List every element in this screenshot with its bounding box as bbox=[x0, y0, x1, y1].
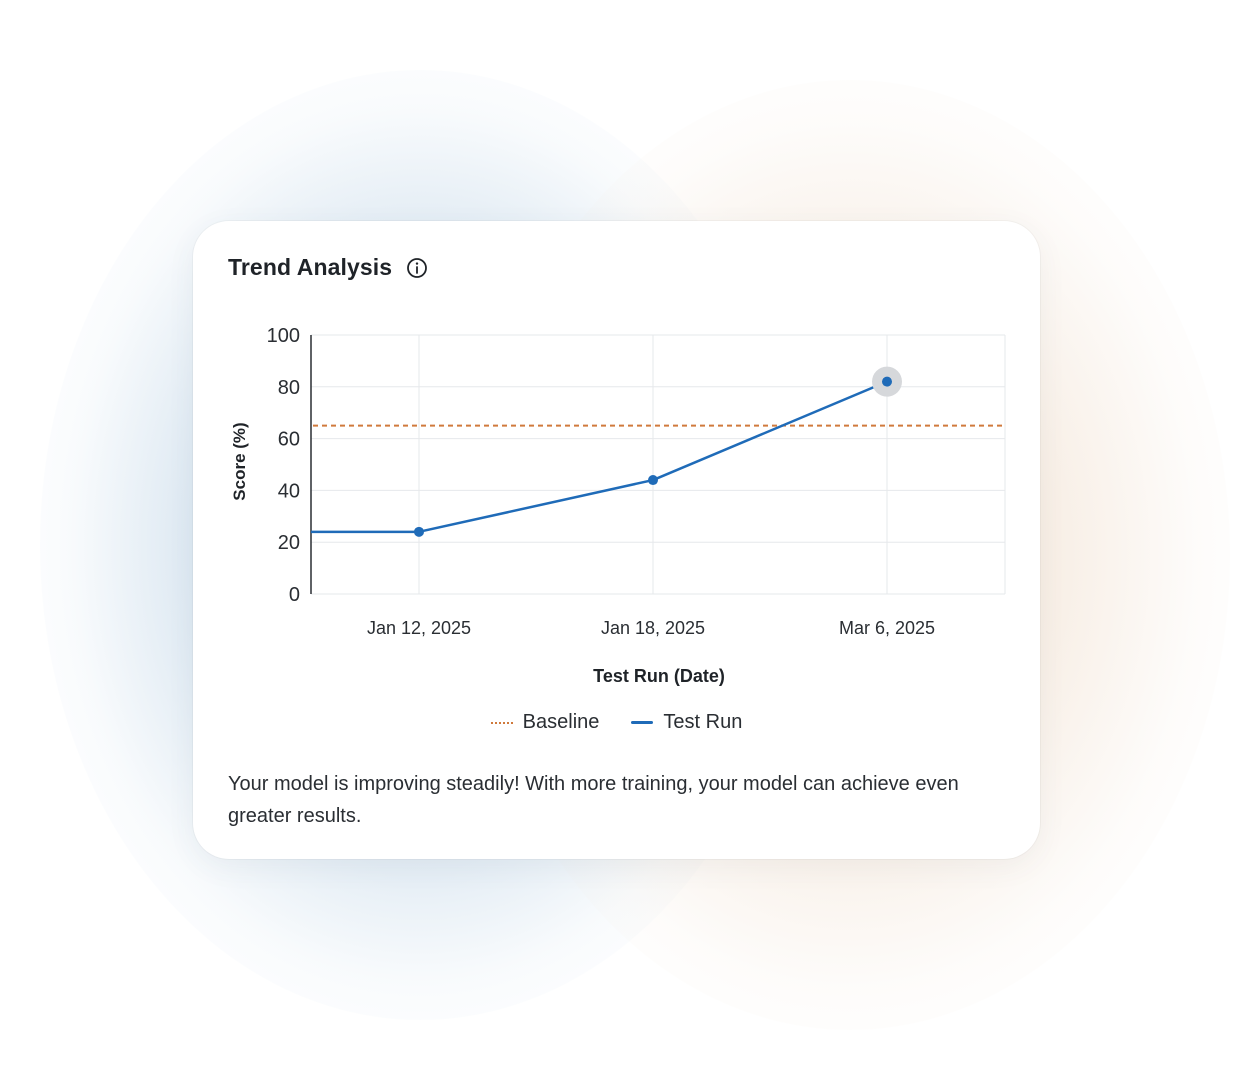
y-axis-title: Score (%) bbox=[230, 422, 249, 500]
legend-item-test-run[interactable]: Test Run bbox=[631, 711, 742, 734]
y-tick-label: 100 bbox=[267, 325, 300, 347]
card-title: Trend Analysis bbox=[228, 254, 393, 280]
chart-labels: 0 20 40 60 80 100 Jan 12, 2025 Jan 18, 2025 Mar … bbox=[230, 325, 935, 686]
series-line-test-run bbox=[311, 380, 888, 534]
data-point[interactable] bbox=[882, 376, 892, 387]
trend-analysis-card: Trend Analysis 0 20 40 60 80 100 Jan 12, 2025 J… bbox=[193, 221, 1040, 859]
chart-series bbox=[311, 366, 902, 537]
chart-grid bbox=[311, 334, 1006, 595]
y-tick-label: 80 bbox=[278, 377, 300, 399]
y-tick-label: 20 bbox=[278, 532, 300, 554]
card-header: Trend Analysis bbox=[228, 254, 428, 281]
x-axis-title: Test Run (Date) bbox=[593, 666, 725, 686]
trend-line-chart: 0 20 40 60 80 100 Jan 12, 2025 Jan 18, 2025 Mar … bbox=[230, 325, 1006, 686]
legend-item-baseline[interactable]: Baseline bbox=[490, 711, 600, 734]
x-tick-label: Mar 6, 2025 bbox=[839, 618, 935, 638]
data-point[interactable] bbox=[648, 475, 658, 486]
legend-swatch-test-run bbox=[631, 721, 654, 724]
y-tick-label: 60 bbox=[278, 429, 300, 451]
legend-label-baseline: Baseline bbox=[522, 711, 600, 733]
legend-swatch-baseline bbox=[490, 721, 513, 724]
trend-summary-text: Your model is improving steadily! With m… bbox=[228, 773, 959, 827]
chart-legend: Baseline Test Run bbox=[193, 711, 1040, 734]
legend-label-test-run: Test Run bbox=[663, 711, 743, 733]
x-tick-label: Jan 12, 2025 bbox=[367, 618, 471, 638]
info-icon[interactable] bbox=[406, 257, 428, 279]
y-tick-label: 0 bbox=[289, 584, 300, 606]
y-tick-label: 40 bbox=[278, 480, 300, 502]
data-point[interactable] bbox=[414, 526, 424, 537]
x-tick-label: Jan 18, 2025 bbox=[601, 618, 705, 638]
